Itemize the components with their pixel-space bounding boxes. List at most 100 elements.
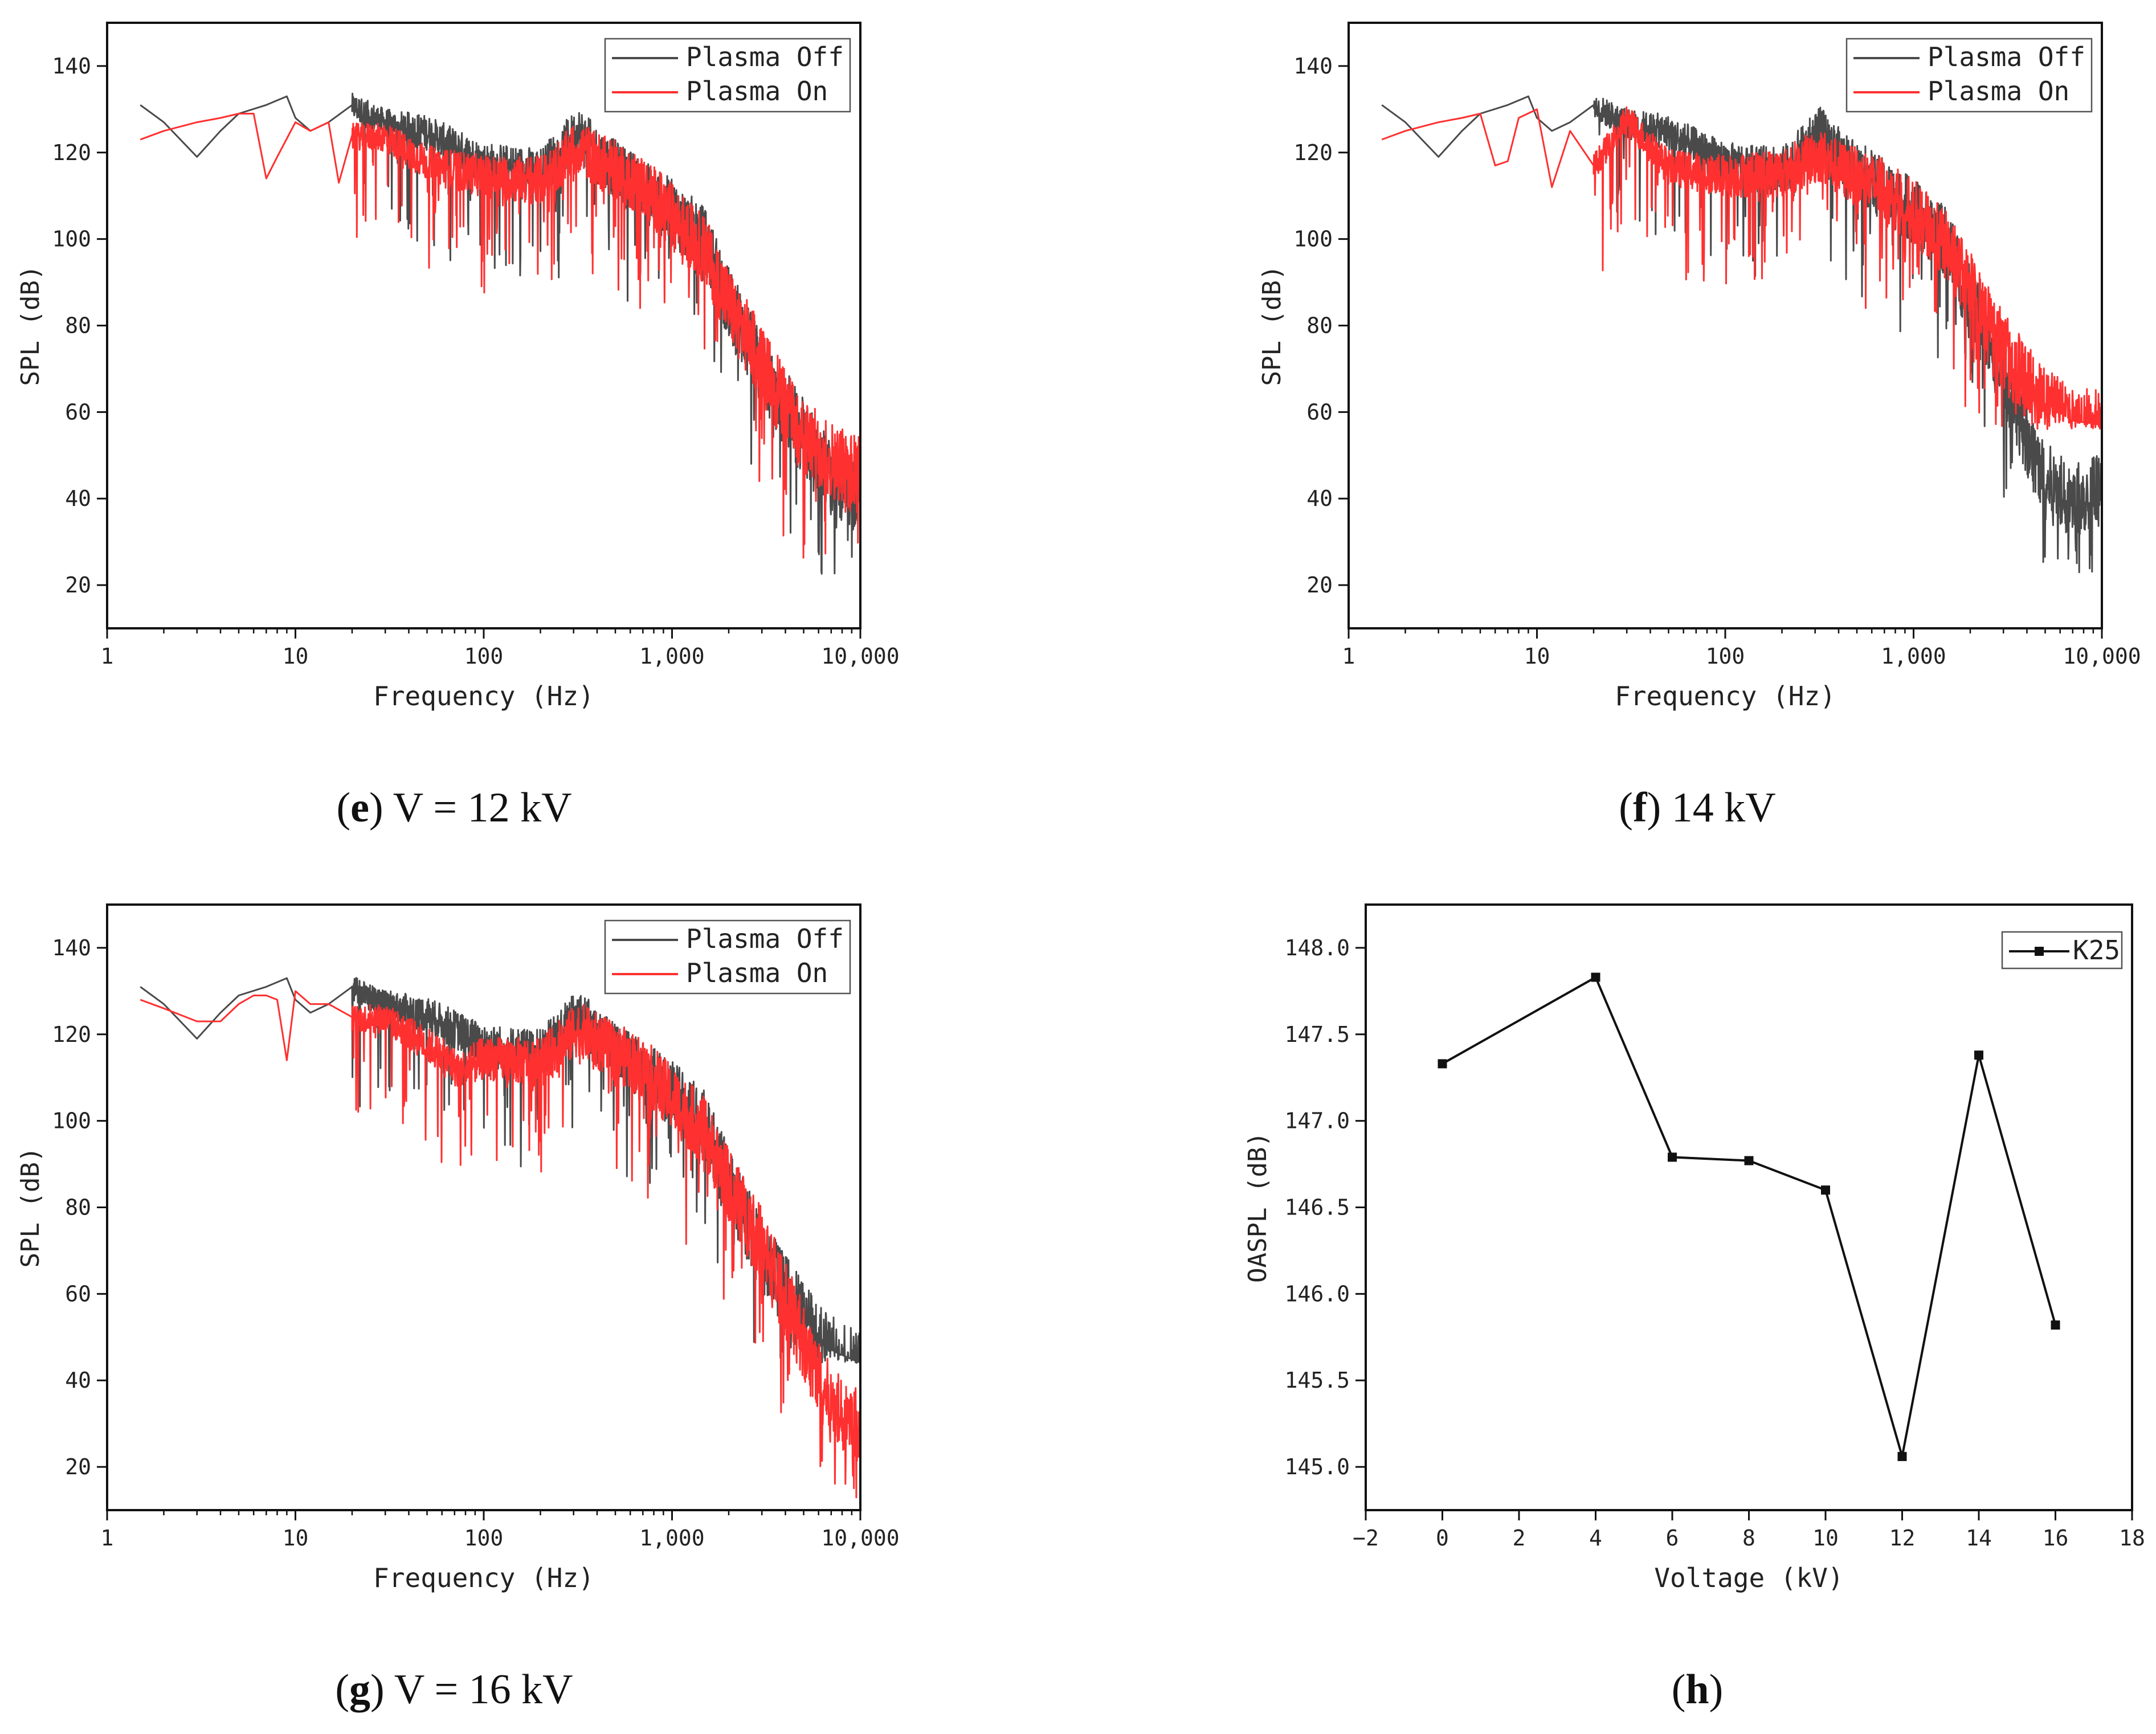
x-tick-label: 10,000 bbox=[821, 1526, 899, 1551]
y-tick-label: 80 bbox=[65, 1195, 91, 1220]
y-tick-label: 140 bbox=[52, 935, 91, 960]
y-tick-label: 120 bbox=[52, 1022, 91, 1047]
x-axis-title: Voltage (kV) bbox=[1654, 1563, 1843, 1593]
caption-f: (f) 14 kV bbox=[1619, 784, 1775, 831]
y-tick-label: 60 bbox=[1306, 399, 1333, 424]
series-line-plasma-off bbox=[140, 977, 861, 1364]
caption-paren-close: ) bbox=[370, 1666, 385, 1713]
y-tick-label: 40 bbox=[1306, 486, 1333, 511]
series-line-plasma-on bbox=[1381, 106, 2103, 430]
chart-f: 20 40 60 80 100 120 140 1 10 100 1,000 10,000 Plasma… bbox=[1257, 22, 2141, 711]
x-tick-label: 14 bbox=[1966, 1526, 1992, 1551]
x-tick-label: 10,000 bbox=[2063, 644, 2141, 669]
y-tick-label: 147.0 bbox=[1285, 1109, 1350, 1134]
caption-paren-open: ( bbox=[1619, 784, 1633, 831]
x-tick-label: 4 bbox=[1589, 1526, 1602, 1551]
series-line-plasma-on bbox=[140, 990, 861, 1499]
x-axis-title: Frequency (Hz) bbox=[373, 1563, 594, 1593]
legend-label: K25 bbox=[2073, 935, 2120, 966]
y-tick-label: 40 bbox=[65, 1368, 91, 1393]
caption-letter: h bbox=[1685, 1666, 1709, 1713]
caption-h: (h) bbox=[1672, 1666, 1723, 1713]
x-tick-label: 1 bbox=[1342, 644, 1355, 669]
x-tick-label: 10 bbox=[283, 644, 309, 669]
caption-letter: e bbox=[350, 784, 369, 831]
plot-frame bbox=[1365, 903, 2133, 1511]
data-point bbox=[1897, 1451, 1907, 1461]
data-point bbox=[1438, 1059, 1447, 1069]
y-tick-label: 40 bbox=[65, 486, 91, 511]
y-axis-title: OASPL (dB) bbox=[1243, 1132, 1272, 1283]
x-tick-label: 1 bbox=[101, 1526, 114, 1551]
x-tick-label: 18 bbox=[2119, 1526, 2145, 1551]
data-point bbox=[1744, 1156, 1754, 1165]
y-tick-label: 80 bbox=[1306, 313, 1333, 338]
x-tick-label: 0 bbox=[1436, 1526, 1449, 1551]
caption-text: 14 kV bbox=[1661, 784, 1775, 831]
chart-h: 145.0 145.5 146.0 146.5 147.0 147.5 148.0 −2 0 2 4… bbox=[1243, 903, 2145, 1593]
y-tick-label: 100 bbox=[52, 1109, 91, 1134]
legend: Plasma Off Plasma On bbox=[1845, 38, 2093, 113]
chart-e: 20 40 60 80 100 120 140 1 10 100 1,000 10,000 Plasma… bbox=[16, 22, 900, 711]
legend-box bbox=[1845, 38, 2093, 113]
caption-paren-open: ( bbox=[335, 1666, 349, 1713]
caption-letter: g bbox=[349, 1666, 370, 1713]
y-tick-label: 146.0 bbox=[1285, 1281, 1350, 1306]
y-tick-label: 60 bbox=[65, 399, 91, 424]
legend-label: Plasma On bbox=[686, 958, 828, 988]
caption-paren-close: ) bbox=[1709, 1666, 1724, 1713]
x-tick-label: 10 bbox=[283, 1526, 309, 1551]
y-tick-label: 140 bbox=[1293, 54, 1333, 79]
x-tick-label: 6 bbox=[1666, 1526, 1679, 1551]
y-tick-label: 140 bbox=[52, 54, 91, 79]
y-tick-label: 80 bbox=[65, 313, 91, 338]
y-tick-label: 100 bbox=[52, 227, 91, 252]
y-tick-label: 148.0 bbox=[1285, 935, 1350, 960]
x-tick-label: 16 bbox=[2043, 1526, 2069, 1551]
x-tick-label: 12 bbox=[1889, 1526, 1916, 1551]
data-point bbox=[2051, 1320, 2060, 1330]
caption-letter: f bbox=[1633, 784, 1648, 831]
data-point bbox=[1591, 972, 1600, 982]
caption-paren-close: ) bbox=[1647, 784, 1661, 831]
legend: Plasma Off Plasma On bbox=[604, 38, 851, 113]
series-line-k25 bbox=[1442, 975, 2057, 1457]
x-tick-label: 10 bbox=[1524, 644, 1550, 669]
y-tick-label: 100 bbox=[1293, 227, 1333, 252]
plot-frame bbox=[106, 22, 861, 629]
caption-g: (g) V = 16 kV bbox=[335, 1666, 573, 1713]
x-axis-title: Frequency (Hz) bbox=[1615, 681, 1836, 711]
x-tick-label: 1,000 bbox=[639, 1526, 704, 1551]
caption-text: V = 12 kV bbox=[383, 784, 572, 831]
y-tick-label: 145.5 bbox=[1285, 1368, 1350, 1393]
legend-marker bbox=[2035, 947, 2044, 956]
x-tick-label: 10,000 bbox=[821, 644, 899, 669]
legend: K25 bbox=[2001, 931, 2123, 970]
y-tick-label: 145.0 bbox=[1285, 1454, 1350, 1479]
x-tick-label: 10 bbox=[1812, 1526, 1839, 1551]
x-tick-label: 8 bbox=[1742, 1526, 1755, 1551]
x-tick-label: 2 bbox=[1513, 1526, 1526, 1551]
y-tick-label: 120 bbox=[1293, 140, 1333, 165]
caption-text: V = 16 kV bbox=[385, 1666, 573, 1713]
chart-g: 20 40 60 80 100 120 140 1 10 100 1,000 10,000 Plasma… bbox=[16, 903, 900, 1593]
x-tick-label: 100 bbox=[464, 1526, 504, 1551]
y-tick-label: 20 bbox=[65, 572, 91, 598]
series-line-plasma-on bbox=[140, 113, 861, 559]
y-axis-title: SPL (dB) bbox=[16, 1147, 45, 1268]
y-axis-title: SPL (dB) bbox=[1257, 265, 1287, 386]
caption-paren-open: ( bbox=[336, 784, 350, 831]
data-point bbox=[1974, 1050, 1983, 1060]
y-tick-label: 20 bbox=[65, 1454, 91, 1479]
legend-box bbox=[604, 38, 851, 113]
plot-frame bbox=[1348, 22, 2103, 629]
y-tick-label: 146.5 bbox=[1285, 1195, 1350, 1220]
plot-frame bbox=[106, 903, 861, 1511]
x-axis-title: Frequency (Hz) bbox=[373, 681, 594, 711]
y-tick-label: 120 bbox=[52, 140, 91, 165]
x-tick-label: 1,000 bbox=[639, 644, 704, 669]
y-axis-title: SPL (dB) bbox=[16, 265, 45, 386]
data-point bbox=[1668, 1152, 1677, 1162]
x-tick-label: 100 bbox=[464, 644, 504, 669]
